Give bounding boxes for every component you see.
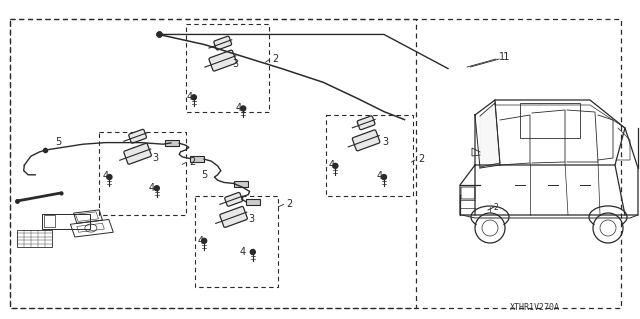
FancyBboxPatch shape: [129, 129, 147, 143]
Bar: [326, 115, 413, 196]
Bar: [165, 140, 179, 146]
Text: 4: 4: [376, 171, 383, 182]
Text: 2: 2: [189, 157, 195, 167]
Text: 4: 4: [102, 171, 109, 182]
Bar: [520, 103, 580, 138]
Text: 3: 3: [383, 137, 389, 147]
FancyBboxPatch shape: [225, 192, 243, 206]
Text: 4: 4: [197, 236, 204, 246]
Text: 5: 5: [56, 137, 62, 147]
Text: 2: 2: [494, 203, 499, 211]
Text: 2: 2: [287, 198, 293, 209]
FancyBboxPatch shape: [352, 130, 380, 151]
Text: 3: 3: [232, 59, 239, 69]
Text: 4: 4: [328, 160, 335, 170]
FancyBboxPatch shape: [357, 116, 375, 130]
Bar: [190, 156, 204, 162]
Circle shape: [202, 238, 207, 243]
Circle shape: [154, 186, 159, 191]
Text: 2: 2: [419, 154, 425, 165]
Text: 1: 1: [499, 52, 506, 63]
Bar: [17, 230, 52, 247]
FancyBboxPatch shape: [220, 206, 248, 227]
Text: 2: 2: [272, 54, 278, 64]
Text: 1: 1: [502, 52, 509, 63]
Bar: [186, 24, 269, 112]
Bar: [42, 214, 90, 229]
Text: 3: 3: [152, 153, 159, 163]
Circle shape: [333, 163, 338, 168]
Text: XTHR1V270A: XTHR1V270A: [510, 303, 560, 313]
FancyBboxPatch shape: [214, 36, 232, 50]
Text: 3: 3: [248, 213, 255, 224]
Circle shape: [250, 249, 255, 255]
Bar: [234, 181, 248, 187]
Circle shape: [381, 174, 387, 180]
Bar: [99, 132, 186, 215]
FancyBboxPatch shape: [124, 143, 152, 164]
Text: 4: 4: [236, 103, 242, 113]
Text: 4: 4: [187, 92, 193, 102]
Bar: [195, 196, 278, 287]
Bar: [44, 215, 55, 227]
Text: 5: 5: [202, 170, 208, 180]
Text: 4: 4: [148, 183, 155, 193]
Circle shape: [107, 174, 112, 180]
Polygon shape: [480, 103, 500, 167]
FancyBboxPatch shape: [209, 50, 237, 71]
Text: 4: 4: [240, 247, 246, 257]
Bar: [10, 19, 416, 308]
Circle shape: [191, 95, 196, 100]
Bar: [246, 199, 260, 205]
Circle shape: [241, 106, 246, 111]
